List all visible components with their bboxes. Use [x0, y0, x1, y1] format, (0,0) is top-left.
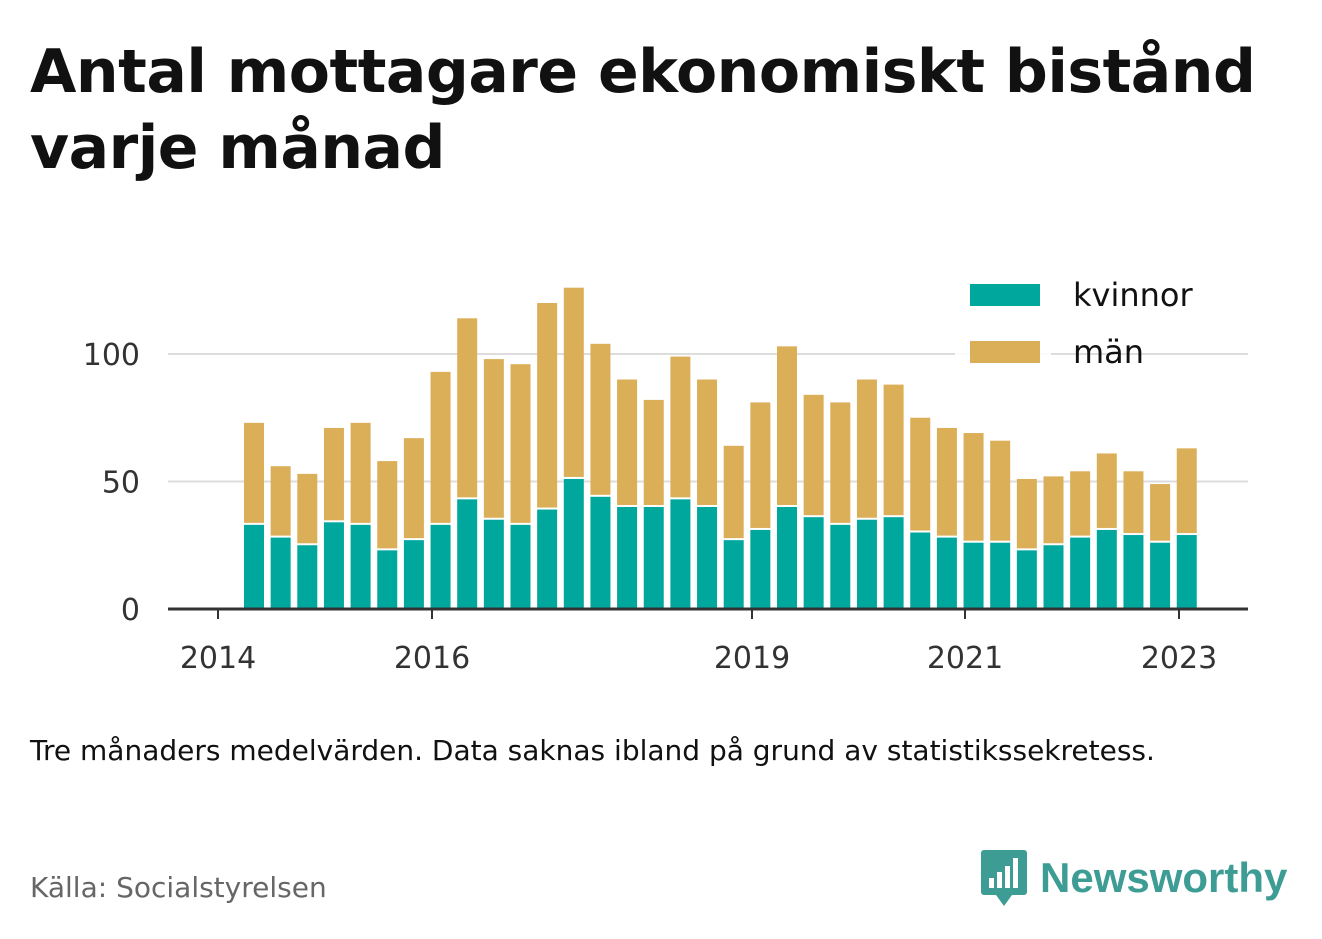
- bar-kvinnor-30: [1043, 545, 1064, 609]
- bar-män-25: [910, 417, 931, 531]
- bar-kvinnor-14: [617, 507, 638, 609]
- bar-män-31: [1070, 471, 1091, 536]
- bar-kvinnor-28: [990, 542, 1011, 609]
- bar-kvinnor-29: [1016, 550, 1037, 609]
- legend-swatch-kvinnor: [970, 284, 1040, 306]
- newsworthy-logo: Newsworthy: [980, 848, 1287, 908]
- bar-män-24: [883, 384, 904, 516]
- bar-män-9: [483, 359, 504, 518]
- bar-kvinnor-3: [323, 522, 344, 609]
- stacked-bar-chart: 0 50 100 2014 2016 2019 2021 2023 kvinnor män: [83, 276, 1248, 676]
- bar-kvinnor-26: [936, 537, 957, 609]
- bar-män-0: [244, 422, 264, 523]
- y-tick-label-100: 100: [83, 338, 140, 373]
- bar-kvinnor-25: [910, 532, 931, 609]
- x-axis: 2014 2016 2019 2021 2023: [168, 607, 1248, 676]
- x-tick-label-2023: 2023: [1141, 641, 1217, 676]
- bar-män-26: [936, 427, 957, 536]
- bar-kvinnor-6: [403, 540, 424, 609]
- bar-män-17: [697, 379, 718, 505]
- bar-kvinnor-31: [1070, 537, 1091, 609]
- bar-män-18: [723, 445, 744, 539]
- bar-män-11: [537, 303, 558, 508]
- bar-kvinnor-19: [750, 529, 771, 609]
- bar-kvinnor-13: [590, 496, 611, 609]
- legend-label-kvinnor: kvinnor: [1073, 276, 1194, 314]
- bar-män-6: [403, 438, 424, 539]
- source-label: Källa: Socialstyrelsen: [30, 871, 327, 904]
- y-tick-label-0: 0: [121, 593, 140, 628]
- y-tick-label-50: 50: [102, 466, 140, 501]
- bar-män-16: [670, 356, 691, 498]
- bar-män-20: [777, 346, 797, 505]
- bar-kvinnor-2: [297, 545, 318, 609]
- legend-label-män: män: [1073, 333, 1144, 371]
- bar-kvinnor-15: [643, 507, 664, 609]
- legend-swatch-män: [970, 341, 1040, 363]
- bar-kvinnor-0: [244, 524, 264, 609]
- bar-män-12: [563, 287, 584, 477]
- chart-title: Antal mottagare ekonomiskt bistånd varje…: [30, 37, 1256, 183]
- bar-kvinnor-33: [1123, 535, 1144, 609]
- bar-män-22: [830, 402, 851, 523]
- logo-text: Newsworthy: [1040, 854, 1288, 901]
- bar-kvinnor-9: [483, 519, 504, 609]
- bar-män-21: [803, 394, 824, 516]
- bar-kvinnor-21: [803, 517, 824, 609]
- bar-kvinnor-18: [723, 540, 744, 609]
- bar-män-1: [270, 466, 291, 536]
- x-tick-label-2021: 2021: [927, 641, 1003, 676]
- bar-män-34: [1150, 484, 1171, 541]
- x-tick-label-2014: 2014: [180, 641, 256, 676]
- chart-note: Tre månaders medelvärden. Data saknas ib…: [30, 734, 1155, 767]
- bar-män-33: [1123, 471, 1144, 534]
- bar-kvinnor-11: [537, 509, 558, 609]
- bar-kvinnor-32: [1096, 529, 1117, 609]
- bar-kvinnor-35: [1176, 535, 1197, 609]
- bar-män-2: [297, 473, 318, 544]
- bar-kvinnor-10: [510, 524, 531, 609]
- bar-kvinnor-22: [830, 524, 851, 609]
- bar-kvinnor-23: [856, 519, 877, 609]
- bar-män-28: [990, 440, 1011, 541]
- bar-kvinnor-17: [697, 507, 718, 609]
- bar-chart-speech-bubble-icon: [981, 850, 1027, 906]
- bar-män-30: [1043, 476, 1064, 544]
- bar-kvinnor-20: [777, 507, 797, 609]
- bar-kvinnor-8: [457, 499, 478, 609]
- bar-kvinnor-27: [963, 542, 984, 609]
- bar-män-15: [643, 399, 664, 505]
- bar-män-27: [963, 433, 984, 541]
- bar-män-7: [430, 371, 451, 523]
- bar-män-35: [1176, 448, 1197, 534]
- x-tick-label-2019: 2019: [714, 641, 790, 676]
- bar-män-3: [323, 427, 344, 521]
- bar-män-4: [350, 422, 371, 523]
- bar-kvinnor-24: [883, 517, 904, 609]
- bar-kvinnor-7: [430, 524, 451, 609]
- bar-män-23: [856, 379, 877, 518]
- bar-män-5: [377, 461, 398, 549]
- bar-kvinnor-12: [563, 478, 584, 609]
- bar-kvinnor-1: [270, 537, 291, 609]
- grid-lines: 0 50 100: [83, 338, 1248, 628]
- bar-män-19: [750, 402, 771, 528]
- bar-kvinnor-4: [350, 524, 371, 609]
- bar-män-8: [457, 318, 478, 498]
- bar-kvinnor-16: [670, 499, 691, 609]
- bar-män-10: [510, 364, 531, 523]
- bar-män-29: [1016, 478, 1037, 549]
- bar-män-14: [617, 379, 638, 505]
- bar-kvinnor-34: [1150, 542, 1171, 609]
- legend: kvinnor män: [955, 276, 1194, 371]
- bar-män-13: [590, 343, 611, 495]
- bars: [244, 287, 1197, 609]
- bar-män-32: [1096, 453, 1117, 528]
- x-tick-label-2016: 2016: [394, 641, 470, 676]
- bar-kvinnor-5: [377, 550, 398, 609]
